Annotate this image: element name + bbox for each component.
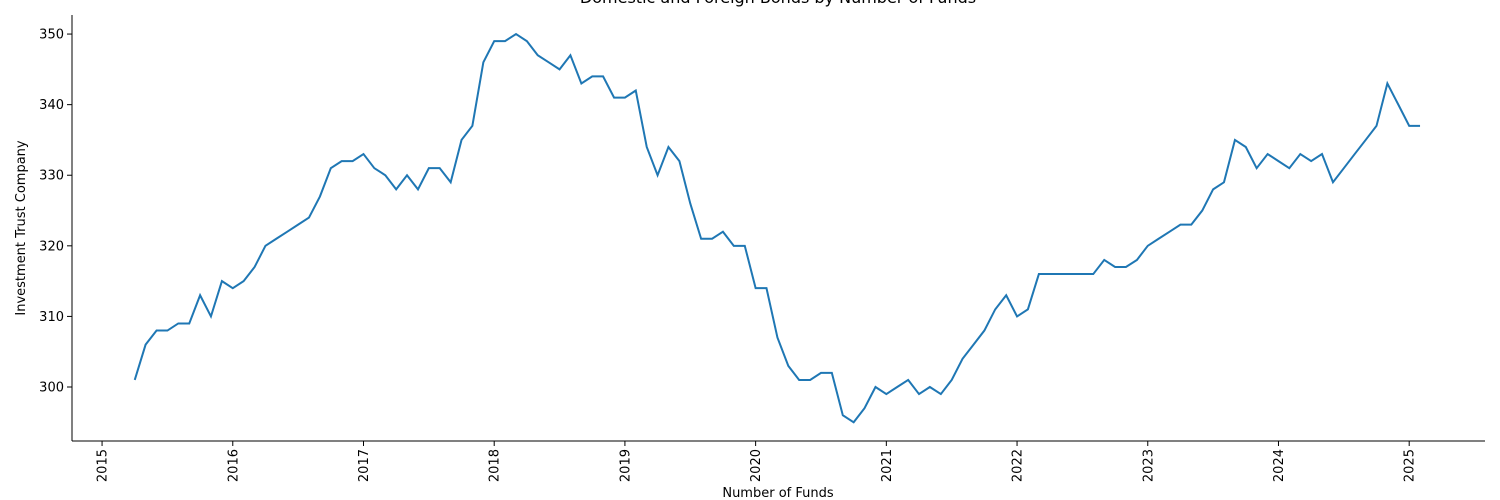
x-tick-label: 2024: [1272, 449, 1287, 482]
x-tick-label: 2016: [226, 449, 241, 482]
x-tick-label: 2021: [880, 449, 895, 482]
x-tick-label: 2017: [357, 449, 372, 482]
x-tick-label: 2019: [618, 449, 633, 482]
x-tick-label: 2022: [1011, 449, 1026, 482]
series-line: [133, 32, 1421, 424]
y-tick-label: 320: [39, 239, 64, 254]
x-axis-label: Number of Funds: [722, 486, 834, 500]
x-tick-label: 2018: [488, 449, 503, 482]
x-tick-label: 2020: [749, 449, 764, 482]
y-tick-label: 310: [39, 310, 64, 325]
y-tick-label: 350: [39, 28, 64, 43]
y-tick-label: 330: [39, 169, 64, 184]
y-tick-label: 340: [39, 98, 64, 113]
chart-title: Domestic and Foreign Bonds by Number of …: [580, 0, 976, 7]
y-tick-label: 300: [39, 381, 64, 396]
x-tick-label: 2025: [1403, 449, 1418, 482]
y-axis-label: Investment Trust Company: [14, 140, 29, 316]
x-tick-label: 2015: [96, 449, 111, 482]
x-tick-label: 2023: [1141, 449, 1156, 482]
